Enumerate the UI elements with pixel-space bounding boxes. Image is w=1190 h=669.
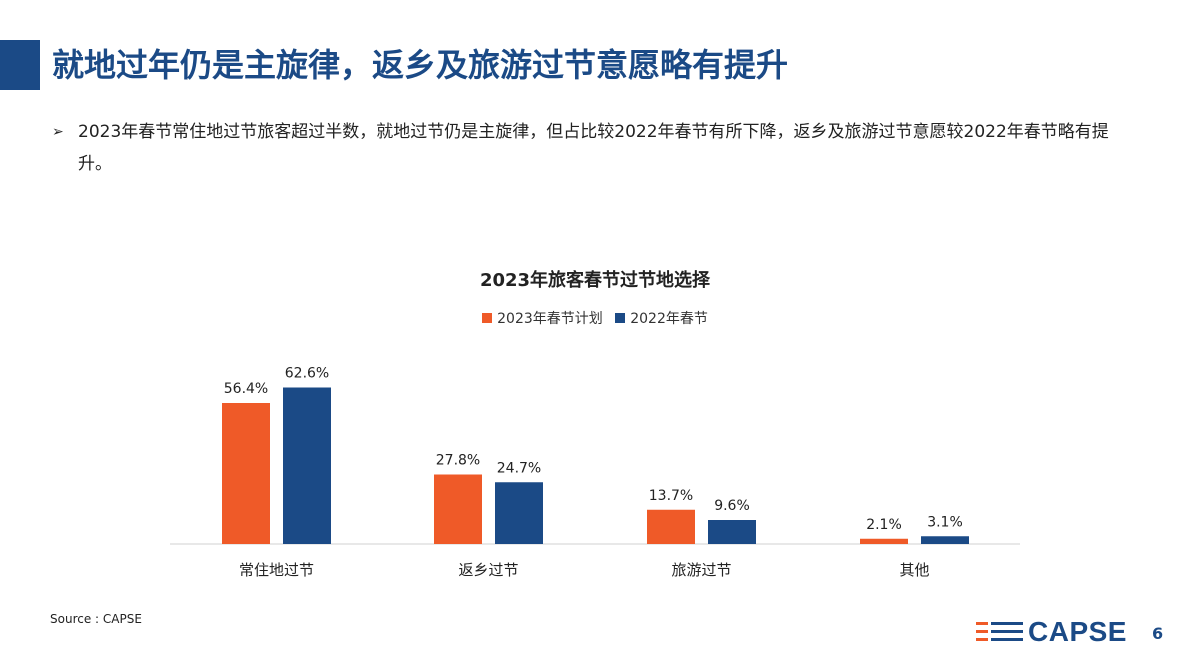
legend-item-2022: 2022年春节 (615, 308, 708, 328)
bar-2023-3 (860, 538, 908, 544)
data-label-2023-2: 13.7% (649, 488, 693, 504)
category-label-2: 旅游过节 (671, 561, 731, 579)
chart-title: 2023年旅客春节过节地选择 (479, 270, 711, 291)
legend-swatch-2022 (615, 313, 626, 323)
data-label-2022-2: 9.6% (714, 498, 750, 514)
page-title: 就地过年仍是主旋律，返乡及旅游过节意愿略有提升 (52, 46, 789, 84)
category-label-1: 返乡过节 (458, 561, 518, 579)
bar-2023-1 (434, 474, 482, 544)
data-label-2022-1: 24.7% (497, 460, 541, 476)
data-label-2023-3: 2.1% (866, 517, 902, 533)
legend-item-2023: 2023年春节计划 (482, 308, 603, 328)
legend-swatch-2023 (482, 313, 493, 323)
source-note: Source : CAPSE (50, 612, 142, 626)
logo-text: CAPSE (1028, 616, 1127, 647)
bar-chart: 56.4% 62.6% 常住地过节 27.8% 24.7% 返乡过节 13.7% 9.6% 旅游… (170, 366, 1020, 579)
page-number: 6 (1152, 624, 1164, 643)
bar-2022-0 (283, 387, 331, 544)
data-label-2023-1: 27.8% (436, 453, 480, 469)
bar-2023-2 (647, 509, 695, 544)
category-label-0: 常住地过节 (239, 561, 314, 579)
bar-2022-2 (708, 520, 756, 544)
legend-label-2022: 2022年春节 (630, 311, 708, 327)
bullet-text: 2023年春节常住地过节旅客超过半数，就地过节仍是主旋律，但占比较2022年春节… (78, 122, 1109, 174)
legend-label-2023: 2023年春节计划 (497, 311, 603, 327)
title-accent-bar (0, 40, 40, 90)
data-label-2022-3: 3.1% (927, 514, 963, 530)
data-label-2023-0: 56.4% (224, 381, 268, 397)
chart-legend: 2023年春节计划 2022年春节 (0, 308, 1190, 328)
bar-2022-3 (921, 536, 969, 544)
capse-logo: CAPSE (976, 616, 1127, 648)
category-label-3: 其他 (899, 561, 929, 579)
bullet-arrow-icon: ➢ (52, 124, 64, 140)
bullet-point: ➢ 2023年春节常住地过节旅客超过半数，就地过节仍是主旋律，但占比较2022年… (52, 116, 1132, 180)
bar-2023-0 (222, 403, 270, 544)
capse-logo-icon (976, 622, 1023, 641)
bar-2022-1 (495, 482, 543, 544)
data-label-2022-0: 62.6% (285, 366, 329, 382)
